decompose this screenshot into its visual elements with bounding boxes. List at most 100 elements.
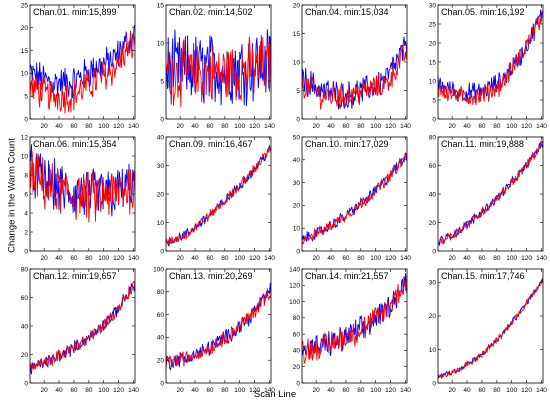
x-tick-label: 60	[70, 123, 78, 130]
x-tick-label: 120	[113, 387, 124, 394]
y-tick-label: 20	[21, 352, 29, 359]
y-axis-label: Change in the Warm Count	[6, 138, 18, 253]
x-tick-label: 20	[313, 123, 321, 130]
series-line	[438, 279, 543, 379]
y-tick-label: 10	[157, 40, 165, 47]
series-line	[30, 280, 135, 372]
series-line	[166, 144, 271, 247]
y-tick-label: 0	[296, 116, 300, 123]
x-tick-label: 80	[357, 387, 365, 394]
x-tick-label: 20	[177, 387, 185, 394]
y-tick-label: 0	[296, 380, 300, 387]
x-tick-label: 140	[128, 387, 139, 394]
y-tick-label: 80	[429, 134, 437, 141]
y-tick-label: 10	[293, 59, 301, 66]
x-tick-label: 60	[206, 123, 214, 130]
y-tick-label: 20	[157, 191, 165, 198]
x-tick-label: 120	[521, 255, 532, 262]
y-tick-label: 40	[21, 323, 29, 330]
y-tick-label: 30	[429, 2, 437, 9]
x-tick-label: 100	[506, 387, 517, 394]
y-tick-label: 5	[296, 88, 300, 95]
y-tick-label: 20	[21, 25, 29, 32]
plot-frame	[301, 136, 408, 252]
y-tick-label: 25	[429, 21, 437, 28]
x-tick-label: 100	[370, 123, 381, 130]
y-tick-label: 80	[293, 315, 301, 322]
y-tick-label: 10	[21, 71, 29, 78]
y-tick-label: 20	[293, 203, 301, 210]
x-tick-label: 100	[370, 255, 381, 262]
panel-title: Chan.01. min:15,899	[33, 7, 117, 17]
x-tick-label: 100	[98, 255, 109, 262]
series-line	[302, 44, 407, 110]
panel-title: Chan.13. min:20,269	[169, 271, 253, 281]
x-tick-label: 60	[342, 123, 350, 130]
x-tick-label: 100	[234, 123, 245, 130]
x-tick-label: 60	[206, 387, 214, 394]
y-tick-label: 4	[24, 210, 28, 217]
y-tick-label: 5	[160, 78, 164, 85]
plot-frame	[29, 4, 136, 120]
y-tick-label: 60	[293, 331, 301, 338]
panel-title: Chan.04. min:15,034	[305, 7, 389, 17]
y-tick-label: 25	[21, 2, 29, 9]
series-line	[30, 24, 135, 99]
x-tick-label: 40	[191, 255, 199, 262]
x-tick-label: 140	[264, 387, 275, 394]
chart-panel: 20 40 60 80 100 120 140 0 5 10 15 20 25 Chan.01. min:…	[21, 2, 140, 130]
x-tick-label: 120	[249, 123, 260, 130]
y-tick-label: 20	[293, 364, 301, 371]
x-tick-label: 40	[191, 123, 199, 130]
chart-panel: 20 40 60 80 100 120 140 0 20 40 60 80 100 120 140 Chan.…	[289, 266, 411, 394]
x-tick-label: 60	[70, 387, 78, 394]
chart-panel: 20 40 60 80 100 120 140 0 2 4 6 8 10 12 Chan.06. min:1…	[21, 134, 140, 262]
x-tick-label: 80	[85, 255, 93, 262]
x-tick-label: 140	[128, 123, 139, 130]
y-tick-label: 6	[24, 191, 28, 198]
y-tick-label: 140	[289, 266, 300, 273]
x-tick-label: 80	[221, 123, 229, 130]
x-tick-label: 100	[370, 387, 381, 394]
x-tick-label: 60	[70, 255, 78, 262]
x-tick-label: 120	[249, 255, 260, 262]
x-tick-label: 80	[85, 387, 93, 394]
plot-frame	[301, 268, 408, 384]
chart-panel: 20 40 60 80 100 120 140 0 10 20 30 Chan.15. min:17,…	[429, 268, 547, 394]
chart-panel: 20 40 60 80 100 120 140 0 20 40 60 80 Chan.11. min:1…	[429, 134, 548, 262]
x-tick-label: 60	[342, 255, 350, 262]
x-tick-label: 60	[478, 255, 486, 262]
x-tick-label: 40	[327, 387, 335, 394]
y-tick-label: 30	[293, 180, 301, 187]
x-tick-label: 60	[206, 255, 214, 262]
chart-panel: 20 40 60 80 100 120 140 0 10 20 30 40 Chan.09. min:1…	[157, 134, 276, 262]
plot-frame	[437, 136, 544, 252]
series-line	[438, 140, 543, 245]
x-tick-label: 80	[357, 255, 365, 262]
chart-panel: 20 40 60 80 100 120 140 0 5 10 15 Chan.02. min:14,5…	[157, 2, 276, 130]
y-tick-label: 60	[157, 312, 165, 319]
y-tick-label: 100	[289, 299, 300, 306]
x-tick-label: 20	[449, 255, 457, 262]
y-tick-label: 30	[157, 163, 165, 170]
y-tick-label: 10	[21, 153, 29, 160]
y-tick-label: 0	[160, 248, 164, 255]
y-tick-label: 20	[429, 220, 437, 227]
panel-title: Chan.09. min:16,467	[169, 139, 253, 149]
x-tick-label: 100	[98, 387, 109, 394]
x-tick-label: 140	[536, 123, 547, 130]
x-tick-label: 40	[327, 255, 335, 262]
y-tick-label: 40	[293, 348, 301, 355]
x-tick-label: 100	[98, 123, 109, 130]
x-tick-label: 20	[41, 123, 49, 130]
plot-frame	[437, 268, 544, 384]
x-tick-label: 140	[536, 255, 547, 262]
panel-title: Chan.14. min:21,557	[305, 271, 389, 281]
x-tick-label: 100	[234, 255, 245, 262]
chart-panel: 20 40 60 80 100 120 140 0 20 40 60 80 100 Chan.13. mi…	[153, 266, 275, 394]
x-tick-label: 120	[385, 387, 396, 394]
series-line	[302, 272, 407, 356]
x-tick-label: 140	[128, 255, 139, 262]
y-tick-label: 15	[21, 48, 29, 55]
